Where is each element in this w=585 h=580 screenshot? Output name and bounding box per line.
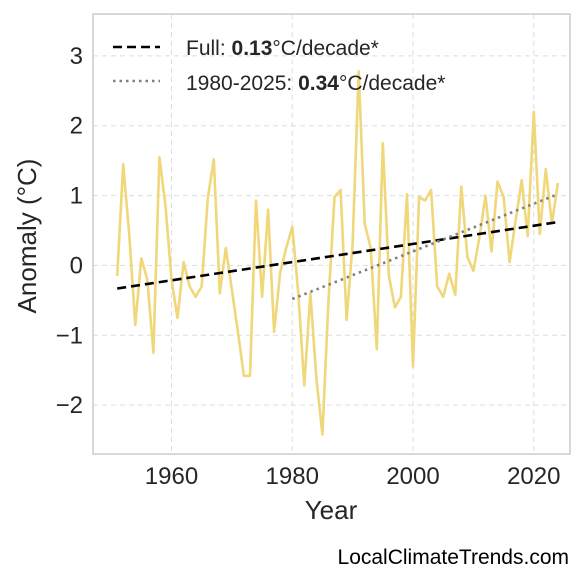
anomaly-line (115, 70, 560, 436)
legend-full-prefix: Full: (186, 37, 232, 60)
y-tick-label: 2 (70, 113, 83, 140)
y-tick-label: 1 (70, 183, 83, 210)
full-trend-line (117, 220, 559, 290)
legend-full-value: 0.13 (232, 37, 273, 60)
legend-recent-label: 1980-2025: 0.34°C/decade* (186, 72, 445, 95)
y-tick-label: 3 (70, 43, 83, 70)
y-axis-label: Anomaly (°C) (12, 159, 42, 314)
legend: Full: 0.13°C/decade* 1980-2025: 0.34°C/d… (113, 37, 445, 95)
x-axis-label: Year (305, 495, 358, 525)
x-tick-label: 2000 (386, 463, 439, 490)
legend-full-suffix: °C/decade* (272, 37, 378, 60)
legend-full-label: Full: 0.13°C/decade* (186, 37, 379, 60)
y-tick-label: −1 (56, 322, 83, 349)
y-tick-label: −2 (56, 392, 83, 419)
plot-frame (92, 13, 571, 455)
y-tick-label: 0 (70, 252, 83, 279)
site-credit: LocalClimateTrends.com (337, 546, 569, 569)
x-tick-label: 1980 (266, 463, 319, 490)
series-layer (115, 70, 560, 436)
legend-recent-prefix: 1980-2025: (186, 72, 298, 95)
ticks: 1960 1980 2000 2020 −2 −1 0 1 2 3 (56, 43, 561, 490)
x-tick-label: 2020 (507, 463, 560, 490)
recent-trend-line (291, 192, 559, 301)
legend-recent-value: 0.34 (298, 72, 339, 95)
x-tick-label: 1960 (145, 463, 198, 490)
legend-recent-suffix: °C/decade* (339, 72, 445, 95)
